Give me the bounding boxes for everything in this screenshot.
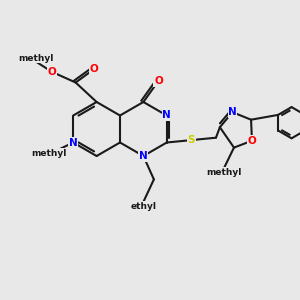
Text: S: S — [188, 135, 195, 145]
Text: O: O — [248, 136, 256, 146]
Text: N: N — [69, 137, 78, 148]
Text: N: N — [139, 151, 148, 161]
Text: O: O — [154, 76, 163, 86]
Text: methyl: methyl — [32, 148, 67, 158]
Text: O: O — [48, 67, 57, 77]
Text: N: N — [228, 107, 237, 117]
Text: O: O — [90, 64, 99, 74]
Text: N: N — [162, 110, 171, 121]
Text: methyl: methyl — [18, 54, 53, 63]
Text: methyl: methyl — [206, 168, 241, 177]
Text: ethyl: ethyl — [130, 202, 156, 211]
